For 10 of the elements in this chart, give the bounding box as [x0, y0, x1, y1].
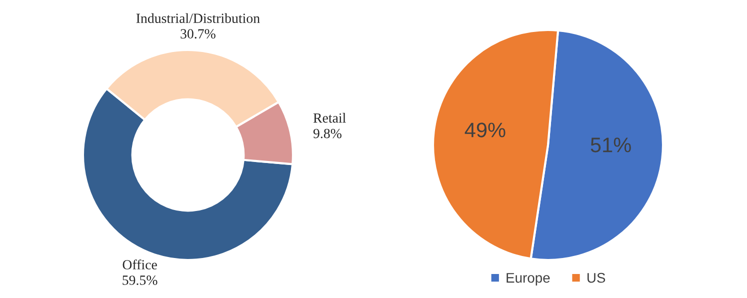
data-label: 49%	[464, 122, 506, 138]
data-label: 59.5%	[122, 276, 158, 285]
legend-label: Europe	[506, 273, 550, 286]
slice-label: Retail	[313, 112, 346, 123]
slice-label: Office	[122, 260, 157, 270]
data-label: 51%	[590, 138, 631, 152]
data-label: 9.8%	[313, 128, 342, 138]
data-label: 30.7%	[180, 29, 216, 39]
legend-label: US	[588, 272, 606, 283]
slice-label: Industrial/Distribution	[136, 13, 260, 24]
